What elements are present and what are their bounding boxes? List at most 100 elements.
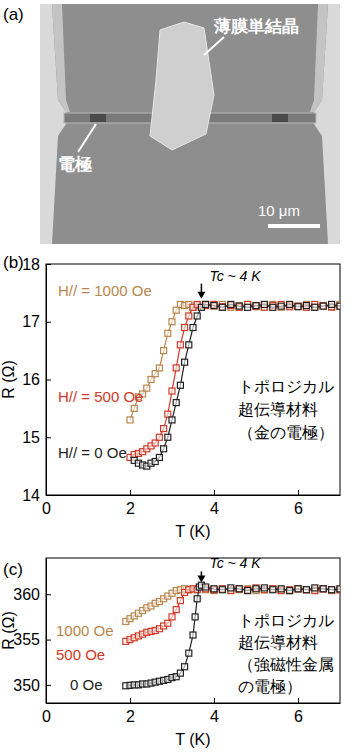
data-point: [329, 588, 335, 594]
data-point: [219, 304, 225, 310]
data-point: [287, 588, 293, 594]
x-tick-mark: [130, 698, 131, 703]
data-point: [161, 426, 167, 432]
data-point: [261, 301, 267, 307]
data-point: [203, 584, 209, 590]
data-point: [211, 303, 217, 309]
data-point: [152, 371, 158, 377]
x-tick-mark: [298, 698, 299, 703]
y-tick: 16: [22, 371, 51, 388]
panel-a: (a) 薄膜単結晶電極 10 μm: [3, 4, 340, 244]
data-point: [165, 330, 171, 336]
data-area: [123, 582, 340, 689]
annotation-text: 超伝導材料: [238, 401, 318, 418]
x-tick-label: 6: [294, 500, 303, 517]
chart-panel: (b)02461415161718T (K)R (Ω)H// = 1000 Oe…: [0, 253, 343, 540]
annotation-text: Tc ~ 4 K: [209, 555, 261, 571]
data-point: [278, 303, 284, 309]
series-label: H// = 500 Oe: [58, 388, 143, 405]
y-axis-line: [46, 559, 47, 704]
x-tick: 6: [294, 490, 303, 517]
y-tick-label: 360: [13, 586, 40, 603]
annotation-text: （金の電極）: [238, 424, 334, 441]
x-tick: 6: [294, 698, 303, 725]
data-point: [131, 405, 137, 411]
data-point: [320, 586, 326, 592]
electrode-label: 電極: [58, 155, 92, 174]
data-point: [173, 365, 179, 371]
data-point: [236, 586, 242, 592]
data-point: [236, 303, 242, 309]
annotation-text: 超伝導材料: [238, 634, 318, 651]
data-point: [190, 632, 196, 638]
data-point: [156, 365, 162, 371]
figure-root: (a)薄膜単結晶電極10 μm(b)02461415161718T (K)R (…: [0, 0, 358, 754]
y-tick: 17: [22, 313, 51, 330]
data-point: [320, 586, 326, 592]
y-axis-title: R (Ω): [0, 611, 17, 650]
data-point: [295, 586, 301, 592]
y-axis: 1415161718: [22, 256, 51, 504]
data-point: [295, 586, 301, 592]
data-point: [219, 586, 225, 592]
plot-frame: [46, 264, 340, 495]
x-tick: 4: [210, 698, 219, 725]
data-point: [169, 319, 175, 325]
x-axis-title: T (K): [175, 731, 210, 748]
data-point: [219, 586, 225, 592]
data-point: [329, 587, 335, 593]
data-point: [337, 587, 340, 593]
data-point: [156, 434, 162, 440]
panel-label: (c): [3, 560, 23, 579]
data-point: [182, 325, 188, 331]
scale-bar: [268, 224, 320, 228]
micrograph-background: [40, 4, 340, 244]
y-axis-title: R (Ω): [0, 360, 17, 399]
y-tick-mark: [46, 264, 51, 265]
data-point: [320, 303, 326, 309]
data-point: [165, 434, 171, 440]
y-tick: 14: [22, 487, 51, 504]
data-point: [287, 587, 293, 593]
crystal-label: 薄膜単結晶: [213, 17, 299, 36]
x-tick-mark: [214, 490, 215, 495]
y-tick-mark: [46, 322, 51, 323]
data-point: [236, 587, 242, 593]
x-tick-mark: [214, 698, 215, 703]
data-point: [295, 304, 301, 310]
data-point: [253, 585, 259, 591]
data-point: [261, 585, 267, 591]
data-point: [173, 400, 179, 406]
x-tick: 2: [126, 698, 135, 725]
data-point: [253, 586, 259, 592]
x-tick-label: 6: [294, 708, 303, 725]
data-point: [312, 304, 318, 310]
x-axis: 0246: [42, 698, 340, 725]
data-point: [192, 614, 198, 620]
data-point: [320, 586, 326, 592]
panel-label: (a): [3, 5, 24, 24]
y-axis: 350355360: [13, 559, 51, 704]
data-point: [228, 301, 234, 307]
data-point: [152, 440, 158, 446]
y-tick-label: 355: [13, 631, 40, 648]
data-point: [278, 586, 284, 592]
data-point: [203, 301, 209, 307]
data-point: [194, 596, 200, 602]
data-point: [245, 587, 251, 593]
series-label: H// = 0 Oe: [58, 444, 127, 461]
data-point: [337, 586, 340, 592]
electrode-contact: [90, 114, 106, 122]
x-axis: 0246: [42, 490, 340, 517]
x-tick-label: 4: [210, 708, 219, 725]
x-axis-line: [47, 495, 341, 496]
data-point: [287, 301, 293, 307]
data-point: [312, 304, 318, 310]
x-tick-mark: [298, 490, 299, 495]
scale-bar-label: 10 μm: [258, 202, 300, 219]
data-point: [303, 587, 309, 593]
data-point: [236, 586, 242, 592]
y-tick-mark: [46, 640, 51, 641]
data-point: [211, 586, 217, 592]
data-point: [161, 348, 167, 354]
